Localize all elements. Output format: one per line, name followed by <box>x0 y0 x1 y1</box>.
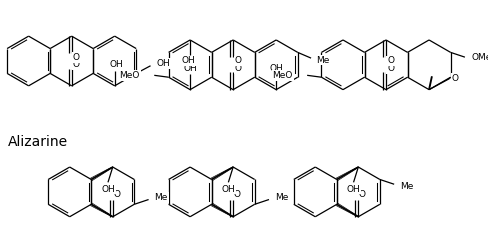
Text: Me: Me <box>316 56 329 64</box>
Text: OH: OH <box>101 184 115 194</box>
Text: O: O <box>234 56 242 66</box>
Text: OMe: OMe <box>472 53 488 62</box>
Text: O: O <box>234 64 242 73</box>
Text: Me: Me <box>400 182 413 191</box>
Text: O: O <box>359 190 366 199</box>
Text: O: O <box>387 56 394 66</box>
Text: O: O <box>233 190 241 199</box>
Text: Me: Me <box>275 193 288 202</box>
Text: MeO: MeO <box>120 71 140 80</box>
Text: OH: OH <box>269 64 283 73</box>
Text: O: O <box>73 53 80 62</box>
Text: O: O <box>387 64 394 73</box>
Text: Alizarine: Alizarine <box>8 134 68 148</box>
Text: OH: OH <box>346 184 361 194</box>
Text: O: O <box>113 190 120 199</box>
Text: O: O <box>73 60 80 69</box>
Text: OH: OH <box>222 184 235 194</box>
Text: OH: OH <box>110 60 123 69</box>
Text: OH: OH <box>182 56 195 66</box>
Text: OH: OH <box>183 64 197 73</box>
Text: MeO: MeO <box>272 71 293 80</box>
Text: O: O <box>451 74 459 83</box>
Text: Me: Me <box>154 193 168 202</box>
Text: OH: OH <box>156 59 170 68</box>
